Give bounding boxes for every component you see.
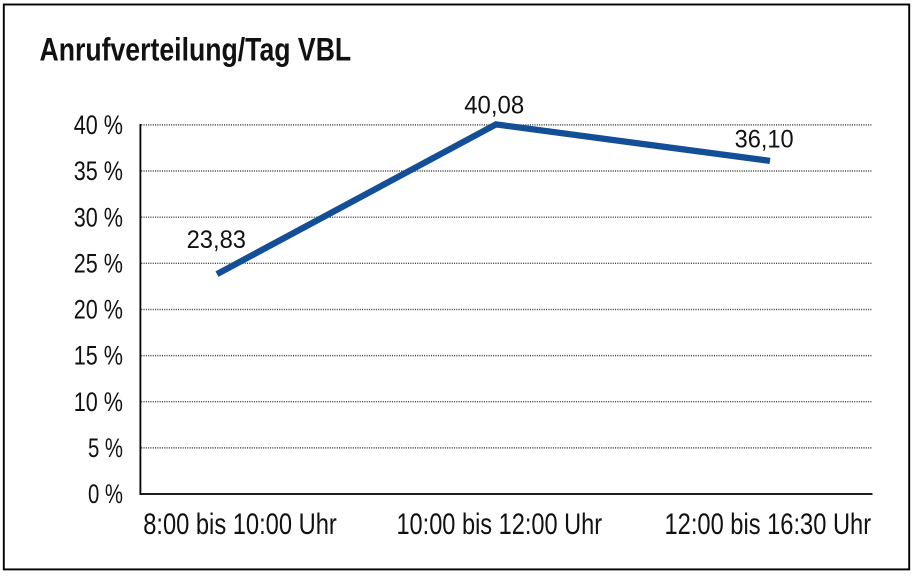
svg-text:10 %: 10 % [74,387,123,417]
svg-text:20 %: 20 % [74,295,123,325]
svg-text:35 %: 35 % [74,156,123,186]
svg-text:40 %: 40 % [74,110,123,140]
svg-text:25 %: 25 % [74,248,123,278]
svg-text:15 %: 15 % [74,341,123,371]
svg-text:0 %: 0 % [88,479,123,509]
svg-text:40,08: 40,08 [464,92,524,120]
svg-text:12:00 bis 16:30 Uhr: 12:00 bis 16:30 Uhr [665,508,872,541]
svg-text:30 %: 30 % [74,202,123,232]
svg-text:5 %: 5 % [88,433,123,463]
svg-text:Anrufverteilung/Tag VBL: Anrufverteilung/Tag VBL [40,31,352,67]
svg-text:8:00 bis 10:00 Uhr: 8:00 bis 10:00 Uhr [143,508,337,541]
svg-text:23,83: 23,83 [187,226,246,254]
svg-text:36,10: 36,10 [735,125,794,153]
svg-text:10:00 bis 12:00 Uhr: 10:00 bis 12:00 Uhr [396,508,602,541]
